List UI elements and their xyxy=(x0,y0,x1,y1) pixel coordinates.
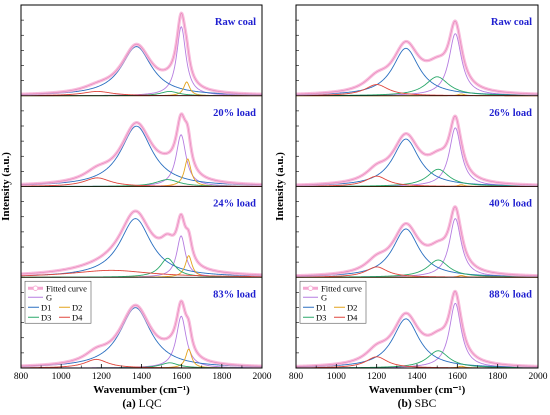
caption-text: LQC xyxy=(136,398,162,410)
y-axis-title: Intensity (a.u.) xyxy=(274,152,286,221)
caption-letter: (b) xyxy=(398,398,412,410)
caption-letter: (a) xyxy=(122,398,136,410)
legend-marker-fitted xyxy=(32,285,39,291)
legend-label: D1 xyxy=(41,302,51,312)
band-g-curve xyxy=(20,26,263,97)
legend-marker-fitted xyxy=(307,285,314,291)
x-axis-title: Wavenumber (cm⁻¹) xyxy=(369,384,466,396)
fitted-curve-core xyxy=(295,290,539,367)
fitted-curve xyxy=(295,114,539,187)
panel-label: Raw coal xyxy=(215,17,256,28)
x-tick-label: 1000 xyxy=(327,372,346,382)
fitted-curve xyxy=(20,209,263,277)
fitted-curve-core xyxy=(20,113,263,185)
fitted-curve-core xyxy=(20,300,263,367)
panel-label: 26% load xyxy=(489,108,532,119)
panel-label: 40% load xyxy=(489,199,532,210)
panel-1: Raw coal xyxy=(20,11,263,97)
fitted-curve-core xyxy=(295,115,539,186)
x-tick-label: 1800 xyxy=(488,372,507,382)
panel-label: Raw coal xyxy=(491,17,532,28)
legend-label: D3 xyxy=(316,312,326,322)
band-g-curve xyxy=(296,33,539,97)
x-tick-label: 1200 xyxy=(92,372,111,382)
x-tick-label: 1600 xyxy=(448,372,467,382)
band-g-curve xyxy=(296,127,539,187)
fitted-curve-core xyxy=(295,20,539,95)
panel-1: Raw coal xyxy=(295,17,539,97)
x-tick-label: 1400 xyxy=(132,372,151,382)
x-tick-label: 1200 xyxy=(367,372,386,382)
panel-label: 24% load xyxy=(213,199,256,210)
legend-label: D2 xyxy=(347,302,357,312)
chart-b: Raw coal 26% load 40% load 88% load Fitted c… xyxy=(274,4,548,410)
x-tick-label: 1400 xyxy=(408,372,427,382)
x-tick-label: 1800 xyxy=(212,372,231,382)
legend-label: G xyxy=(46,292,52,302)
caption-text: SBC xyxy=(412,398,437,410)
fitted-curve xyxy=(295,19,539,96)
band-d4-curve xyxy=(20,269,263,278)
chart-a: Raw coal 20% load 24% load 83% load Fitted c… xyxy=(0,4,272,410)
legend-label: D1 xyxy=(316,302,326,312)
band-d1-curve xyxy=(20,46,263,96)
legend-label: D3 xyxy=(41,312,51,322)
fitted-curve-core xyxy=(295,206,539,277)
fitted-curve-core xyxy=(20,210,263,276)
band-g-curve xyxy=(296,218,539,278)
band-d1-curve xyxy=(20,218,263,277)
panel-label: 83% load xyxy=(213,289,256,300)
fitted-curve xyxy=(295,205,539,278)
x-tick-label: 1600 xyxy=(172,372,191,382)
x-tick-label: 800 xyxy=(289,372,304,382)
band-g-curve xyxy=(21,134,262,187)
panel-2: 20% load xyxy=(20,95,263,187)
y-axis-title: Intensity (a.u.) xyxy=(0,152,12,221)
x-tick-label: 1000 xyxy=(52,372,71,382)
legend-label: D4 xyxy=(347,312,358,322)
legend-label: D4 xyxy=(72,312,83,322)
legend-label: G xyxy=(321,292,327,302)
caption: (b) SBC xyxy=(398,398,437,410)
panel-label: 88% load xyxy=(489,289,532,300)
fitted-curve xyxy=(20,112,263,187)
caption: (a) LQC xyxy=(122,398,162,410)
panel-label: 20% load xyxy=(213,108,256,119)
legend-label: Fitted curve xyxy=(46,283,87,293)
legend-label: Fitted curve xyxy=(321,283,362,293)
x-tick-label: 2000 xyxy=(529,372,548,382)
x-axis-title: Wavenumber (cm⁻¹) xyxy=(93,384,190,396)
panel-3: 24% load xyxy=(20,186,263,278)
x-tick-label: 800 xyxy=(14,372,29,382)
panel-3: 40% load xyxy=(295,186,539,278)
band-d1-curve xyxy=(20,125,263,186)
fitted-curve-core xyxy=(20,12,263,95)
legend-label: D2 xyxy=(72,302,82,312)
panel-2: 26% load xyxy=(295,95,539,187)
x-tick-label: 2000 xyxy=(253,372,272,382)
band-g-curve xyxy=(21,315,262,369)
